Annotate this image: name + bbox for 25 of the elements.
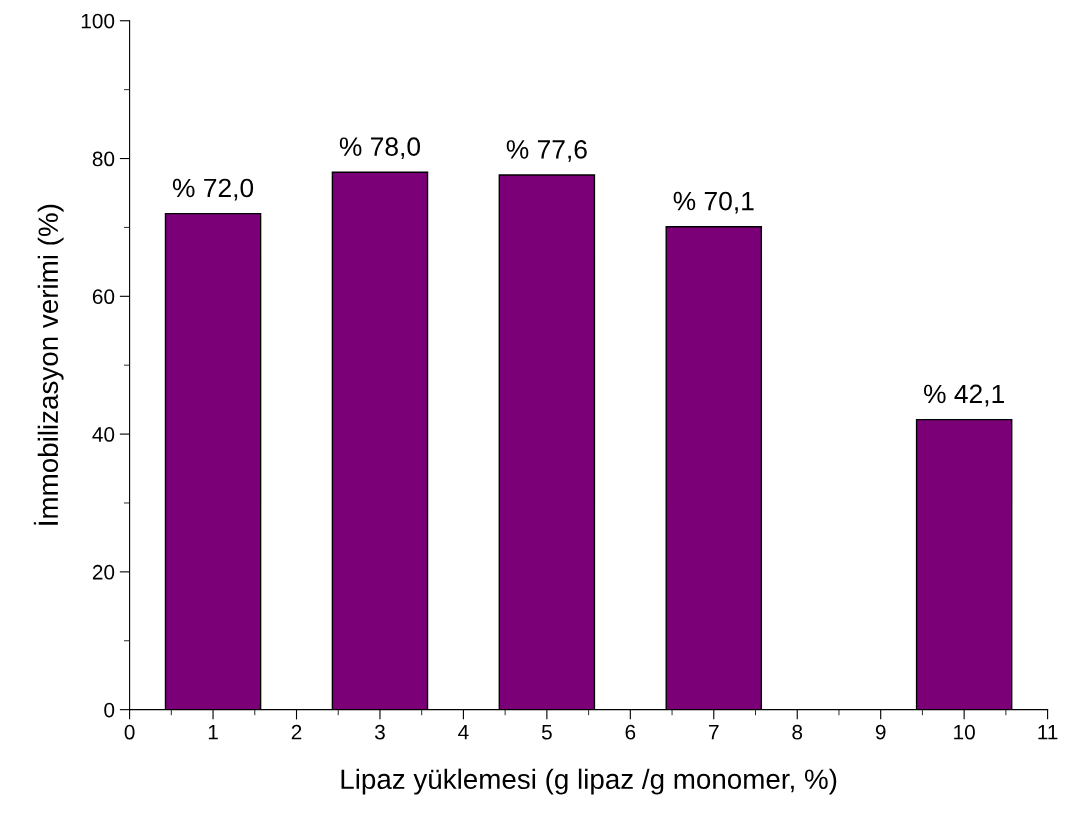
x-tick-label: 1	[208, 725, 218, 740]
x-tick-label: 0	[124, 724, 135, 740]
data-label: % 42,1	[924, 384, 1004, 407]
y-axis-title: İmmobilizasyon verimi (%)	[33, 204, 64, 525]
x-axis-title: Lipaz yüklemesi (g lipaz /g monomer, %)	[341, 768, 837, 795]
x-tick-label: 7	[709, 725, 719, 740]
x-tick-label: 4	[458, 725, 469, 740]
x-tick-label: 3	[374, 724, 385, 740]
data-label: % 78,0	[339, 137, 421, 160]
x-tick-label: 6	[625, 724, 636, 740]
data-label: % 77,6	[506, 140, 587, 162]
y-tick-label: 60	[92, 289, 115, 305]
data-label: % 72,0	[172, 178, 254, 201]
x-tick-label: 10	[954, 724, 975, 740]
y-tick-label: 40	[92, 427, 115, 442]
data-label: % 70,1	[673, 191, 754, 214]
y-tick-label: 20	[92, 564, 115, 580]
x-tick-label: 5	[541, 725, 552, 740]
x-tick-label: 11	[1038, 725, 1058, 740]
y-tick-label: 80	[92, 151, 115, 167]
y-tick-label: 100	[81, 13, 115, 29]
y-tick-label: 0	[104, 702, 115, 718]
x-tick-label: 8	[792, 724, 803, 740]
x-tick-label: 2	[291, 724, 302, 740]
x-tick-label: 9	[875, 724, 886, 740]
